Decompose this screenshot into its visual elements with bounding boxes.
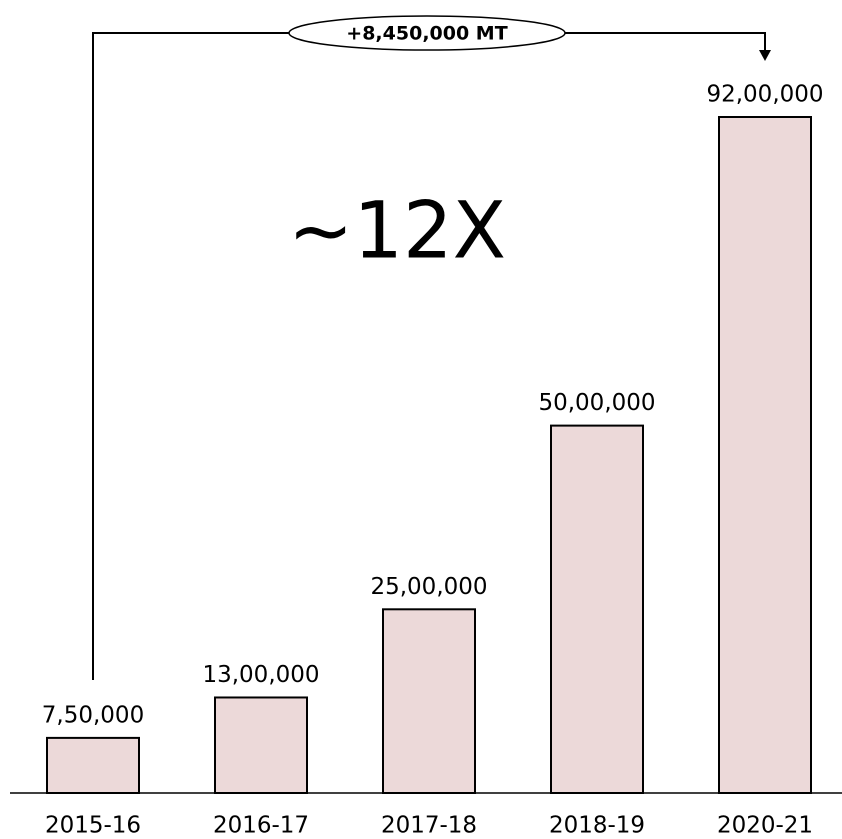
value-label: 50,00,000	[538, 390, 655, 416]
bracket-right	[564, 32, 766, 52]
value-label: 13,00,000	[202, 662, 319, 688]
x-tick-label: 2016-17	[213, 813, 309, 839]
x-tick-label: 2020-21	[717, 813, 813, 839]
growth-annotation: +8,450,000 MT	[346, 23, 507, 45]
x-tick-label: 2015-16	[45, 813, 141, 839]
bracket-left	[92, 32, 290, 680]
x-tick-label: 2018-19	[549, 813, 645, 839]
multiple-annotation: ~12X	[288, 186, 506, 276]
arrow-head	[759, 50, 771, 61]
bar	[214, 696, 308, 795]
value-label: 25,00,000	[370, 574, 487, 600]
bar	[382, 608, 476, 794]
bar	[718, 116, 812, 794]
x-tick-label: 2017-18	[381, 813, 477, 839]
value-label: 7,50,000	[42, 702, 144, 728]
bar	[550, 424, 644, 794]
value-label: 92,00,000	[706, 82, 823, 108]
bar	[46, 736, 140, 794]
annotation-oval	[288, 15, 566, 51]
